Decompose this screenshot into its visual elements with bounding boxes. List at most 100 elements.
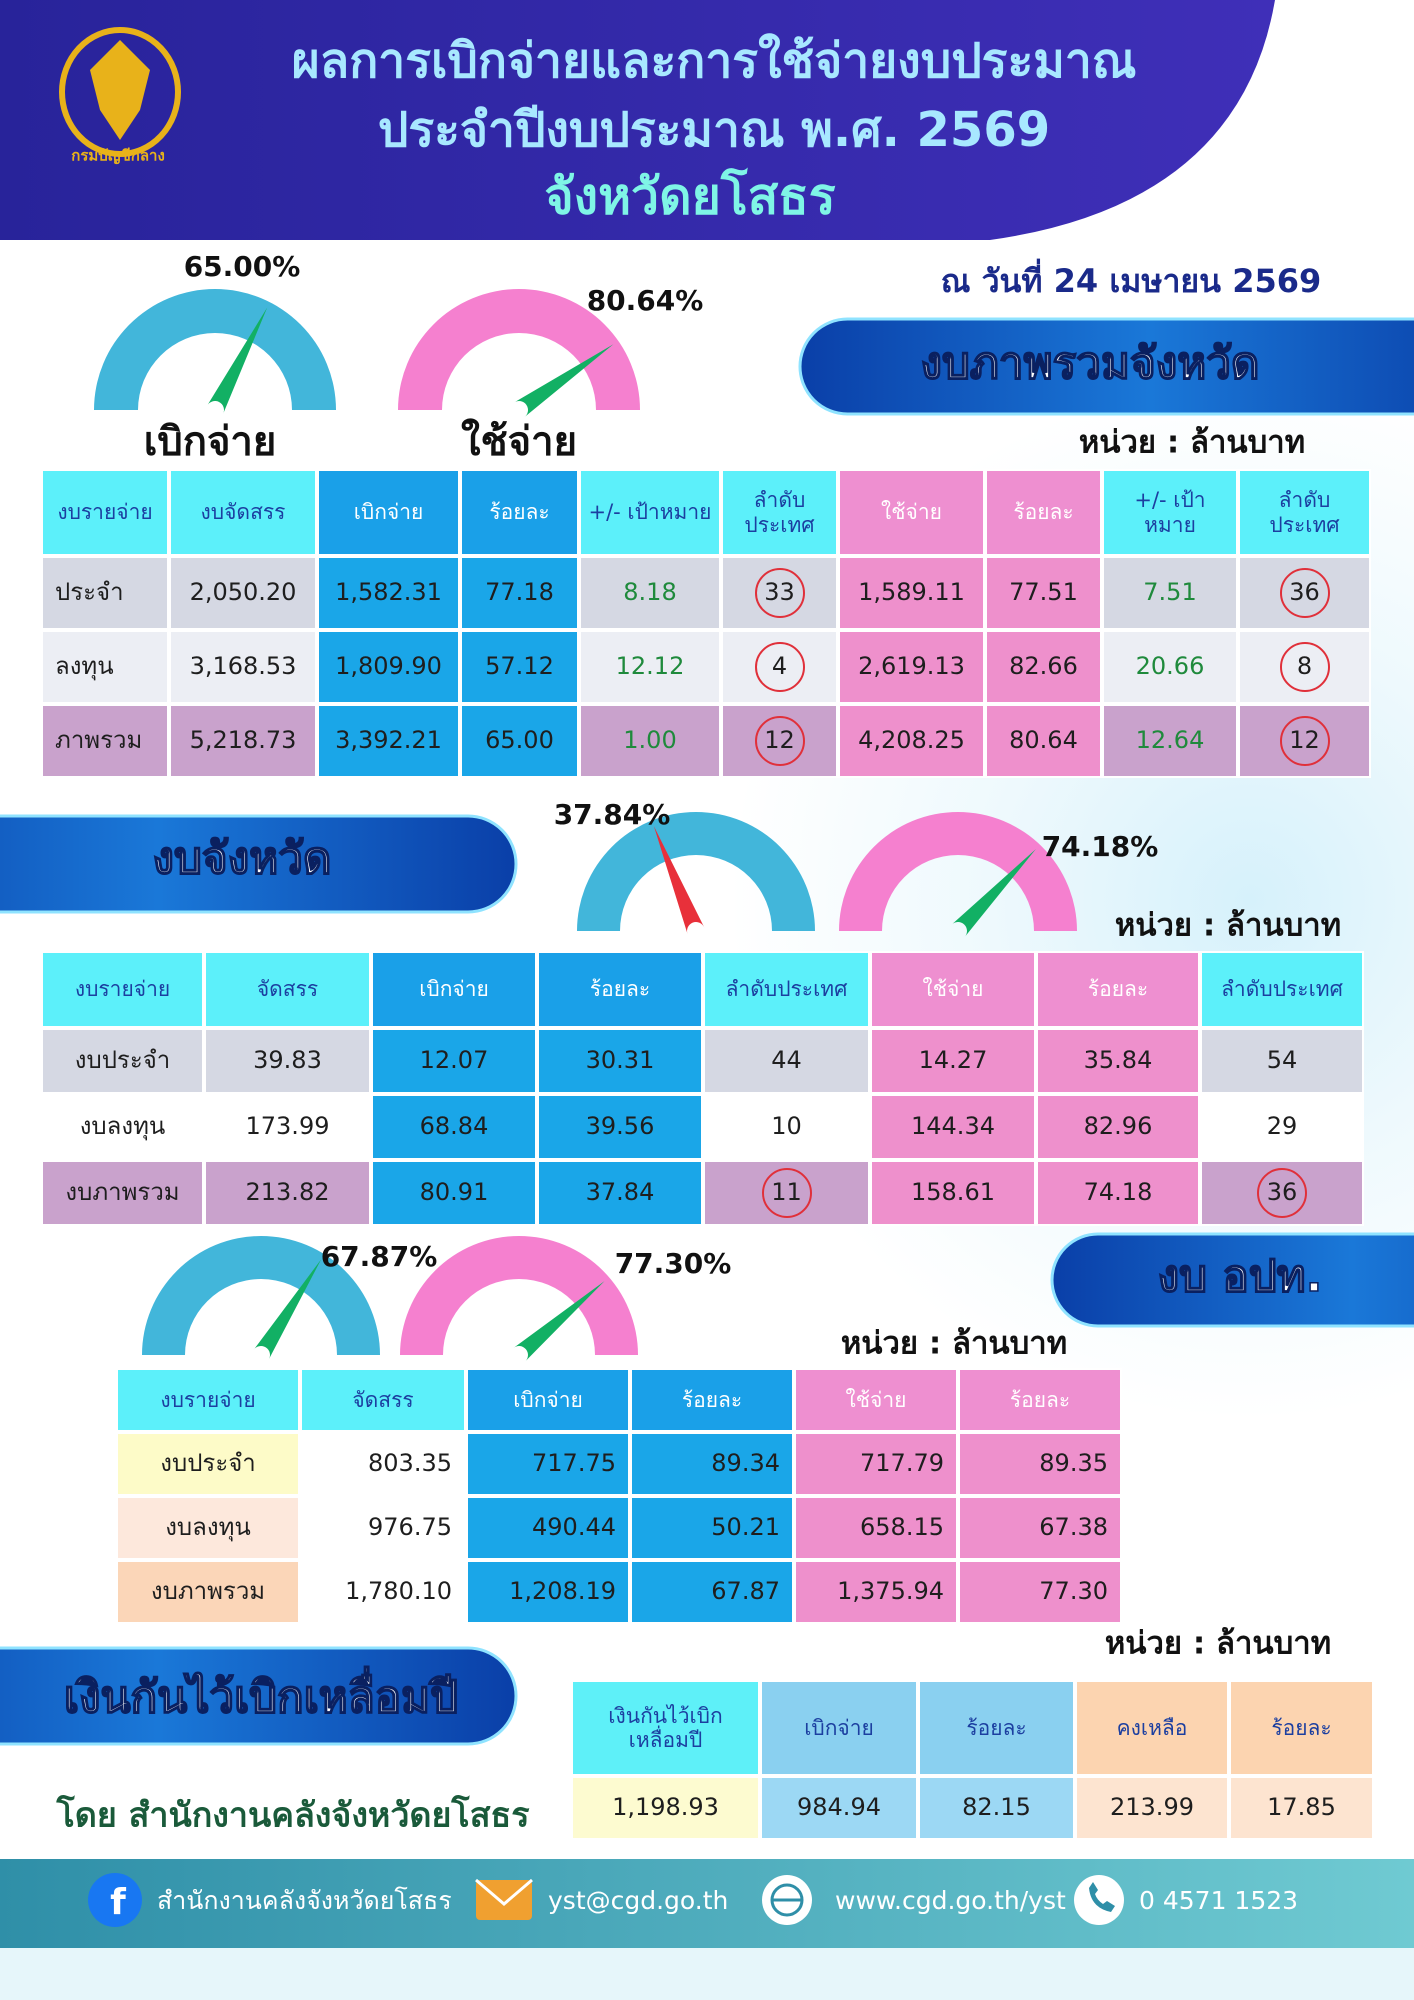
- table-cell: 7.51: [1102, 556, 1238, 630]
- rank-circle: 36: [1257, 1168, 1307, 1218]
- gauge-needle: [253, 1259, 322, 1360]
- table-header-cell: ร้อยละ: [460, 469, 579, 556]
- gauge-arc: [398, 289, 640, 410]
- gauge-label: 67.87%: [321, 1240, 438, 1273]
- title-line: จังหวัดยโสธร: [544, 167, 835, 226]
- rank-circle: 12: [754, 716, 805, 766]
- table-header-cell: ใช้จ่าย: [794, 1368, 958, 1432]
- table-cell: 4,208.25: [838, 704, 985, 778]
- web-icon: [762, 1875, 812, 1925]
- footer-phone: 0 4571 1523: [1139, 1886, 1298, 1915]
- unit-label: หน่วย : ล้านบาท: [1079, 425, 1305, 461]
- table-cell: 77.30: [958, 1560, 1122, 1624]
- gauge-caption: เบิกจ่าย: [144, 419, 277, 465]
- table-cell: 54: [1200, 1028, 1364, 1094]
- table-cell: 490.44: [466, 1496, 630, 1560]
- table-cell: 4: [721, 630, 838, 704]
- table-cell: 158.61: [870, 1160, 1036, 1226]
- gauge-arc: [142, 1236, 380, 1355]
- table-header-cell: คงเหลือ: [1075, 1680, 1229, 1776]
- gauge-arc: [94, 289, 336, 410]
- table-cell: ลงทุน: [41, 630, 169, 704]
- table-cell: 33: [721, 556, 838, 630]
- table-header-cell: ลำดับประเทศ: [1200, 951, 1364, 1028]
- table-header-cell: เบิกจ่าย: [466, 1368, 630, 1432]
- table-cell: 976.75: [300, 1496, 466, 1560]
- table-cell: 3,392.21: [317, 704, 460, 778]
- table-cell: 80.64: [985, 704, 1102, 778]
- gauge-arc: [400, 1236, 638, 1355]
- gauge-label: 65.00%: [184, 250, 301, 283]
- rank-circle: 12: [1279, 716, 1330, 766]
- table-cell: งบประจำ: [116, 1432, 300, 1496]
- table-cell: งบภาพรวม: [116, 1560, 300, 1624]
- table-cell: 36: [1238, 556, 1371, 630]
- gauge-caption: ใช้จ่าย: [461, 418, 577, 465]
- table-cell: 77.18: [460, 556, 579, 630]
- footer-base: [0, 1948, 1414, 2000]
- gauge-needle: [513, 1281, 605, 1362]
- title-line: ประจำปีงบประมาณ พ.ศ. 2569: [378, 102, 1050, 158]
- credit: โดย สำนักงานคลังจังหวัดยโสธร: [56, 1795, 531, 1836]
- table-header-cell: จัดสรร: [204, 951, 371, 1028]
- table-cell: 1,198.93: [571, 1776, 760, 1840]
- table-header-cell: ใช้จ่าย: [870, 951, 1036, 1028]
- logo: [59, 27, 181, 157]
- table-cell: 17.85: [1229, 1776, 1374, 1840]
- table-cell: 39.56: [537, 1094, 703, 1160]
- table-cell: 1.00: [579, 704, 721, 778]
- gauge-arc: [577, 812, 815, 931]
- table-cell: ภาพรวม: [41, 704, 169, 778]
- section-pill: [798, 317, 1414, 416]
- table-cell: งบประจำ: [41, 1028, 204, 1094]
- gauge-label: 37.84%: [554, 798, 671, 831]
- table-header-cell: ใช้จ่าย: [838, 469, 985, 556]
- table-cell: 67.87: [630, 1560, 794, 1624]
- title-line: ผลการเบิกจ่ายและการใช้จ่ายงบประมาณ: [292, 32, 1137, 89]
- table-cell: 89.34: [630, 1432, 794, 1496]
- table-cell: 12.64: [1102, 704, 1238, 778]
- table-cell: 82.66: [985, 630, 1102, 704]
- table-header-cell: ร้อยละ: [1036, 951, 1200, 1028]
- gauge-arc: [839, 812, 1077, 931]
- table-header-cell: ร้อยละ: [537, 951, 703, 1028]
- table-cell: 36: [1200, 1160, 1364, 1226]
- table-header-cell: งบรายจ่าย: [41, 469, 169, 556]
- table-header-cell: เบิกจ่าย: [371, 951, 537, 1028]
- table-cell: 1,589.11: [838, 556, 985, 630]
- table-cell: 35.84: [1036, 1028, 1200, 1094]
- gauge-label: 74.18%: [1042, 830, 1159, 863]
- table-cell: 82.15: [918, 1776, 1075, 1840]
- table-cell: 2,619.13: [838, 630, 985, 704]
- section-title: เงินกันไว้เบิกเหลื่อมปี: [64, 1666, 458, 1723]
- gauge-needle: [653, 826, 705, 935]
- table-cell: 10: [703, 1094, 870, 1160]
- table-header-cell: เงินกันไว้เบิกเหลื่อมปี: [571, 1680, 760, 1776]
- table-cell: 68.84: [371, 1094, 537, 1160]
- table-cell: 30.31: [537, 1028, 703, 1094]
- table-header-cell: ลำดับประเทศ: [721, 469, 838, 556]
- table-cell: 1,375.94: [794, 1560, 958, 1624]
- table-cell: 213.99: [1075, 1776, 1229, 1840]
- phone-icon: [1074, 1875, 1124, 1925]
- footer-website: www.cgd.go.th/yst: [835, 1886, 1066, 1915]
- table-cell: 20.66: [1102, 630, 1238, 704]
- gauge-needle: [206, 307, 268, 415]
- section-pill: [0, 814, 518, 914]
- table-cell: 50.21: [630, 1496, 794, 1560]
- table-cell: 3,168.53: [169, 630, 317, 704]
- table-header-cell: งบรายจ่าย: [116, 1368, 300, 1432]
- table-cell: 1,208.19: [466, 1560, 630, 1624]
- table-cell: 658.15: [794, 1496, 958, 1560]
- table-cell: 2,050.20: [169, 556, 317, 630]
- email-icon: [475, 1878, 533, 1920]
- gauge-needle: [951, 849, 1036, 938]
- svg-text:f: f: [110, 1882, 126, 1923]
- unit-label: หน่วย : ล้านบาท: [1115, 908, 1341, 944]
- table-header-cell: ร้อยละ: [985, 469, 1102, 556]
- table-cell: 984.94: [760, 1776, 918, 1840]
- table-header-cell: ลำดับประเทศ: [1238, 469, 1371, 556]
- rank-circle: 4: [754, 642, 805, 692]
- gauge-label: 77.30%: [615, 1247, 732, 1280]
